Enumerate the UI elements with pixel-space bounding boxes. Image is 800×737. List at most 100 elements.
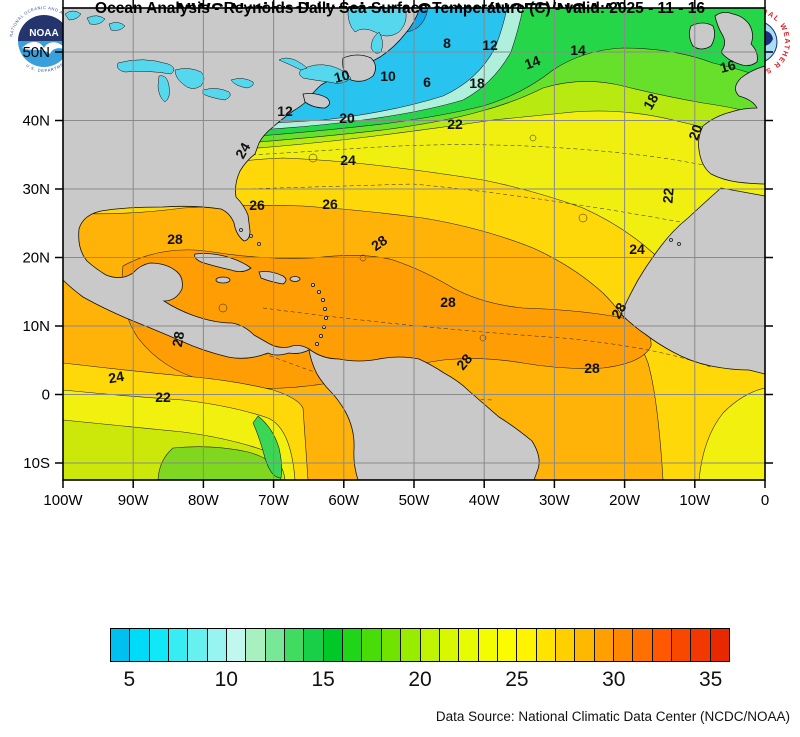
lake-ontario	[230, 78, 254, 89]
lesser-antilles	[239, 228, 328, 346]
lake-huron	[174, 68, 205, 89]
svg-text:26: 26	[322, 196, 338, 212]
colorbar-cell	[420, 629, 440, 661]
svg-text:80W: 80W	[188, 492, 220, 509]
svg-text:70W: 70W	[258, 492, 290, 509]
st-lawrence-river	[278, 57, 308, 71]
colorbar-cell	[575, 629, 595, 661]
svg-text:22: 22	[155, 389, 171, 405]
hispaniola	[258, 271, 287, 285]
colorbar-cell	[149, 629, 170, 661]
colorbar-cell	[285, 629, 305, 661]
colorbar-cell	[536, 629, 556, 661]
colorbar-cell	[478, 629, 498, 661]
svg-text:24: 24	[629, 241, 645, 257]
svg-text:28: 28	[440, 294, 456, 310]
colorbar-tick-label: 5	[123, 668, 136, 691]
nw-lakes	[64, 10, 82, 21]
svg-text:10N: 10N	[22, 318, 50, 335]
colorbar-cell	[555, 629, 576, 661]
svg-text:40N: 40N	[22, 113, 50, 130]
svg-text:8: 8	[443, 35, 451, 51]
lake-superior	[117, 59, 175, 75]
colorbar-labels: 5 10 15 20 25 30 35	[110, 668, 730, 694]
nova-scotia	[302, 93, 330, 109]
lake-erie	[202, 88, 231, 101]
svg-text:20W: 20W	[609, 492, 641, 509]
colorbar-cell	[439, 629, 460, 661]
svg-text:24: 24	[232, 140, 254, 162]
svg-text:14: 14	[522, 52, 542, 72]
svg-text:14: 14	[570, 42, 586, 58]
colorbar-cell	[304, 629, 324, 661]
lake-michigan	[157, 75, 170, 103]
svg-text:28: 28	[167, 231, 183, 247]
colorbar-tick-label: 20	[408, 668, 432, 691]
colorbar-cell	[497, 629, 518, 661]
svg-text:20: 20	[339, 110, 355, 126]
svg-text:12: 12	[277, 103, 293, 119]
colorbar-cell	[323, 629, 344, 661]
colorbar-cell	[111, 629, 131, 661]
puerto-rico	[289, 276, 301, 282]
france-iberia	[698, 65, 766, 185]
svg-text:30W: 30W	[539, 492, 571, 509]
colorbar-tick-label: 10	[214, 668, 238, 691]
colorbar-cell	[710, 629, 729, 661]
colorbar-cell	[633, 629, 653, 661]
colorbar-cell	[671, 629, 692, 661]
colorbar-cell	[130, 629, 150, 661]
svg-text:100W: 100W	[43, 492, 83, 509]
contour-label-layer: 8 12 14 14 16 10 10 6 18 12 20 22 18 20 24 24 26 26 22 24 28…	[107, 35, 737, 405]
svg-text:18: 18	[469, 75, 485, 91]
axis-layer: 100W 90W 80W 70W 60W 50W 40W 30W 20W 10W 0 50N 40N 30…	[22, 0, 773, 509]
svg-text:28: 28	[169, 330, 187, 348]
svg-text:12: 12	[482, 37, 498, 53]
colorbar-cell	[594, 629, 614, 661]
colorbar-cell	[459, 629, 479, 661]
canary-islands	[669, 238, 673, 242]
svg-text:0: 0	[761, 492, 769, 509]
sst-map: 8 12 14 14 16 10 10 6 18 12 20 22 18 20 24 24 26 26 22 24 28…	[22, 0, 773, 509]
hudson-bay	[347, 7, 407, 37]
svg-text:28: 28	[584, 360, 600, 376]
colorbar-cell	[613, 629, 634, 661]
colorbar-cell	[265, 629, 286, 661]
colorbar-cell	[517, 629, 537, 661]
svg-text:6: 6	[423, 74, 431, 90]
svg-text:18: 18	[640, 91, 662, 113]
jamaica	[215, 276, 231, 284]
james-bay	[370, 31, 383, 54]
noaa-logo-text: NOAA	[29, 28, 58, 39]
svg-text:16: 16	[718, 56, 737, 76]
svg-text:0: 0	[42, 387, 50, 404]
ireland	[689, 22, 715, 50]
svg-text:10W: 10W	[679, 492, 711, 509]
svg-text:26: 26	[249, 197, 265, 213]
svg-text:22: 22	[659, 187, 676, 204]
colorbar-tick-label: 15	[311, 668, 335, 691]
colorbar-tick-label: 35	[698, 668, 723, 691]
svg-text:28: 28	[608, 300, 630, 322]
svg-text:60W: 60W	[328, 492, 360, 509]
colorbar-tick-label: 30	[602, 668, 626, 691]
noaa-gull-icon	[22, 41, 66, 54]
svg-text:24: 24	[340, 152, 356, 168]
lake-layer	[64, 7, 407, 103]
svg-text:50W: 50W	[399, 492, 431, 509]
svg-text:50N: 50N	[22, 44, 50, 61]
colorbar-cell	[691, 629, 711, 661]
colorbar-cell	[246, 629, 266, 661]
svg-text:20: 20	[685, 122, 705, 142]
grid-layer	[63, 8, 765, 480]
africa	[620, 187, 766, 375]
map-subtitle: Ocean Analysis - Reynolds Daily Sea Surf…	[95, 0, 705, 17]
colorbar-cell	[401, 629, 421, 661]
americas-landmass	[62, 7, 540, 481]
colorbar-cell	[381, 629, 402, 661]
svg-text:90W: 90W	[118, 492, 150, 509]
data-source-note: Data Source: National Climatic Data Cent…	[435, 709, 790, 724]
land-layer	[62, 7, 766, 481]
colorbar-cell	[227, 629, 247, 661]
colorbar-cell	[652, 629, 672, 661]
